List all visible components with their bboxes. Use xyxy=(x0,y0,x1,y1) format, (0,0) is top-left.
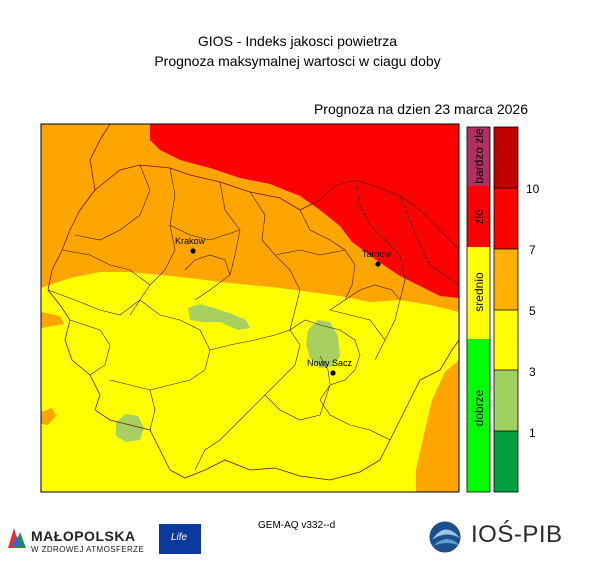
map-frame xyxy=(40,123,460,493)
category-dobrze xyxy=(467,339,490,492)
city-marker-icon xyxy=(190,248,196,254)
category-legend xyxy=(466,126,491,493)
zone-dobrze xyxy=(116,414,144,442)
page-subtitle: Prognoza maksymalnej wartosci w ciagu do… xyxy=(154,53,441,69)
value-scale-legend xyxy=(493,126,519,493)
scale-label: 1 xyxy=(529,426,536,440)
category-srednio xyxy=(467,247,490,339)
zone-zle-patch xyxy=(41,408,56,425)
eu-life-label: Life xyxy=(171,532,188,543)
scale-swatch xyxy=(494,310,518,370)
zone-dobrze xyxy=(188,304,250,330)
map-area xyxy=(41,124,459,492)
category-bardzo-zle xyxy=(467,127,490,186)
model-version: GEM-AQ v332--d xyxy=(258,520,336,531)
city-marker-icon xyxy=(330,370,336,376)
scale-swatch xyxy=(494,431,518,492)
category-zle xyxy=(467,186,490,247)
scale-swatch xyxy=(494,127,518,188)
zone-dobrze xyxy=(306,320,340,368)
city-label: Nowy Sacz xyxy=(307,358,353,368)
category-label-bardzo-zle: bardzo zle xyxy=(472,128,486,184)
scale-swatch xyxy=(494,370,518,431)
scale-label: 3 xyxy=(529,365,536,379)
eu-flag-logo xyxy=(159,524,201,554)
city-marker-icon xyxy=(375,261,381,267)
malopolska-logo-icon xyxy=(8,528,26,548)
ios-logo-icon xyxy=(428,520,462,554)
scale-swatch xyxy=(494,188,518,249)
city-tarnow: Tarnow xyxy=(362,249,392,267)
forecast-date: Prognoza na dzien 23 marca 2026 xyxy=(313,101,528,117)
scale-label: 10 xyxy=(526,182,540,196)
scale-swatch xyxy=(494,249,518,310)
city-nowy-sacz: Nowy Sacz xyxy=(307,358,353,376)
city-label: Tarnow xyxy=(362,249,392,259)
city-krakow: Krakow xyxy=(175,236,206,254)
category-label-dobrze: dobrze xyxy=(472,389,486,427)
category-label-srednio: srednio xyxy=(472,272,486,312)
scale-label: 5 xyxy=(529,304,536,318)
scale-label: 7 xyxy=(529,243,536,257)
ios-pib-name: IOŚ-PIB xyxy=(471,521,563,548)
zone-bardzo-zle xyxy=(150,124,459,298)
page-title: GIOS - Indeks jakosci powietrza xyxy=(197,33,398,49)
county-borders xyxy=(47,164,459,471)
malopolska-name: MAŁOPOLSKA xyxy=(31,528,136,544)
city-label: Krakow xyxy=(175,236,206,246)
malopolska-tagline: W ZDROWEJ ATMOSFERZE xyxy=(31,545,145,554)
zone-zle-patch xyxy=(41,312,64,328)
